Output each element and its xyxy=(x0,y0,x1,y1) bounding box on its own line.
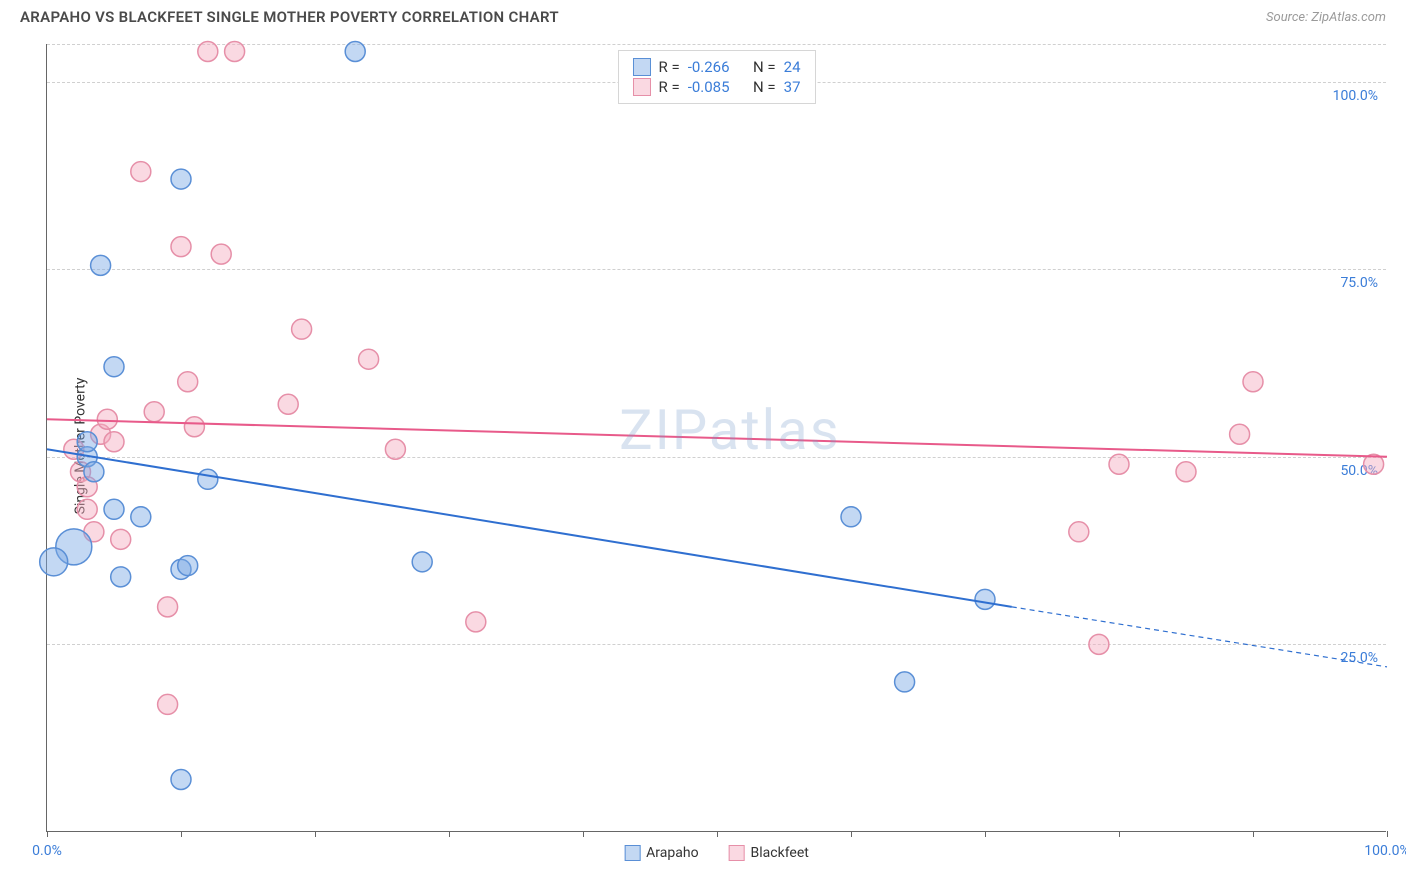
arapaho-point xyxy=(841,507,861,527)
stat-n-value: 24 xyxy=(784,58,801,76)
blackfeet-point xyxy=(1230,424,1250,444)
arapaho-point xyxy=(131,507,151,527)
stat-n-value: 37 xyxy=(784,78,801,96)
stat-row-blackfeet: R = -0.085 N = 37 xyxy=(632,77,800,97)
blackfeet-point xyxy=(198,42,218,62)
legend-item-arapaho: Arapaho xyxy=(624,845,698,861)
x-tick xyxy=(851,831,852,837)
arapaho-point xyxy=(345,42,365,62)
blackfeet-point xyxy=(111,529,131,549)
stat-n-label: N = xyxy=(753,58,776,76)
blackfeet-point xyxy=(184,417,204,437)
blackfeet-swatch-icon xyxy=(729,845,745,861)
x-tick xyxy=(1253,831,1254,837)
arapaho-point xyxy=(111,567,131,587)
legend-label: Arapaho xyxy=(646,845,698,861)
chart-plot-area: 25.0%50.0%75.0%100.0% 0.0%100.0% ZIPatla… xyxy=(46,44,1386,832)
arapaho-point xyxy=(171,169,191,189)
stat-row-arapaho: R = -0.266 N = 24 xyxy=(632,57,800,77)
arapaho-trendline-ext xyxy=(1012,607,1387,667)
x-tick xyxy=(985,831,986,837)
arapaho-point xyxy=(198,469,218,489)
blackfeet-point xyxy=(1089,634,1109,654)
stat-r-label: R = xyxy=(658,58,679,76)
x-tick xyxy=(717,831,718,837)
blackfeet-point xyxy=(178,372,198,392)
blackfeet-point xyxy=(292,319,312,339)
stat-r-value: -0.266 xyxy=(688,58,730,76)
stat-r-label: R = xyxy=(658,78,679,96)
x-tick xyxy=(1119,831,1120,837)
blackfeet-trendline xyxy=(47,419,1387,457)
blackfeet-point xyxy=(97,409,117,429)
bottom-legend: Arapaho Blackfeet xyxy=(624,845,809,861)
blackfeet-point xyxy=(1176,462,1196,482)
blackfeet-point xyxy=(171,237,191,257)
blackfeet-point xyxy=(77,499,97,519)
blackfeet-point xyxy=(1109,454,1129,474)
legend-item-blackfeet: Blackfeet xyxy=(729,845,809,861)
arapaho-point xyxy=(178,556,198,576)
arapaho-swatch-icon xyxy=(632,58,650,76)
arapaho-point xyxy=(171,769,191,789)
arapaho-point xyxy=(91,255,111,275)
chart-title: ARAPAHO VS BLACKFEET SINGLE MOTHER POVER… xyxy=(20,8,559,26)
arapaho-point xyxy=(77,432,97,452)
legend-label: Blackfeet xyxy=(751,845,809,861)
arapaho-point xyxy=(975,589,995,609)
arapaho-point xyxy=(104,357,124,377)
x-tick xyxy=(47,831,48,837)
blackfeet-point xyxy=(104,432,124,452)
blackfeet-point xyxy=(225,42,245,62)
blackfeet-point xyxy=(385,439,405,459)
blackfeet-point xyxy=(1243,372,1263,392)
arapaho-point xyxy=(412,552,432,572)
arapaho-point xyxy=(104,499,124,519)
scatter-plot-svg xyxy=(47,44,1386,831)
arapaho-point xyxy=(84,462,104,482)
x-tick xyxy=(315,831,316,837)
x-tick xyxy=(583,831,584,837)
blackfeet-point xyxy=(211,244,231,264)
blackfeet-point xyxy=(158,694,178,714)
stat-r-value: -0.085 xyxy=(688,78,730,96)
blackfeet-point xyxy=(359,349,379,369)
stat-n-label: N = xyxy=(753,78,776,96)
arapaho-swatch-icon xyxy=(624,845,640,861)
arapaho-point xyxy=(40,548,68,576)
blackfeet-point xyxy=(466,612,486,632)
blackfeet-swatch-icon xyxy=(632,78,650,96)
blackfeet-point xyxy=(158,597,178,617)
x-tick xyxy=(449,831,450,837)
blackfeet-point xyxy=(131,162,151,182)
blackfeet-point xyxy=(1069,522,1089,542)
stats-legend-box: R = -0.266 N = 24 R = -0.085 N = 37 xyxy=(617,50,815,104)
source-label: Source: ZipAtlas.com xyxy=(1266,10,1386,25)
x-tick xyxy=(181,831,182,837)
x-tick-label: 100.0% xyxy=(1364,843,1406,859)
blackfeet-point xyxy=(144,402,164,422)
x-tick xyxy=(1387,831,1388,837)
arapaho-point xyxy=(895,672,915,692)
x-tick-label: 0.0% xyxy=(32,843,62,859)
blackfeet-point xyxy=(278,394,298,414)
arapaho-trendline xyxy=(47,449,1012,607)
